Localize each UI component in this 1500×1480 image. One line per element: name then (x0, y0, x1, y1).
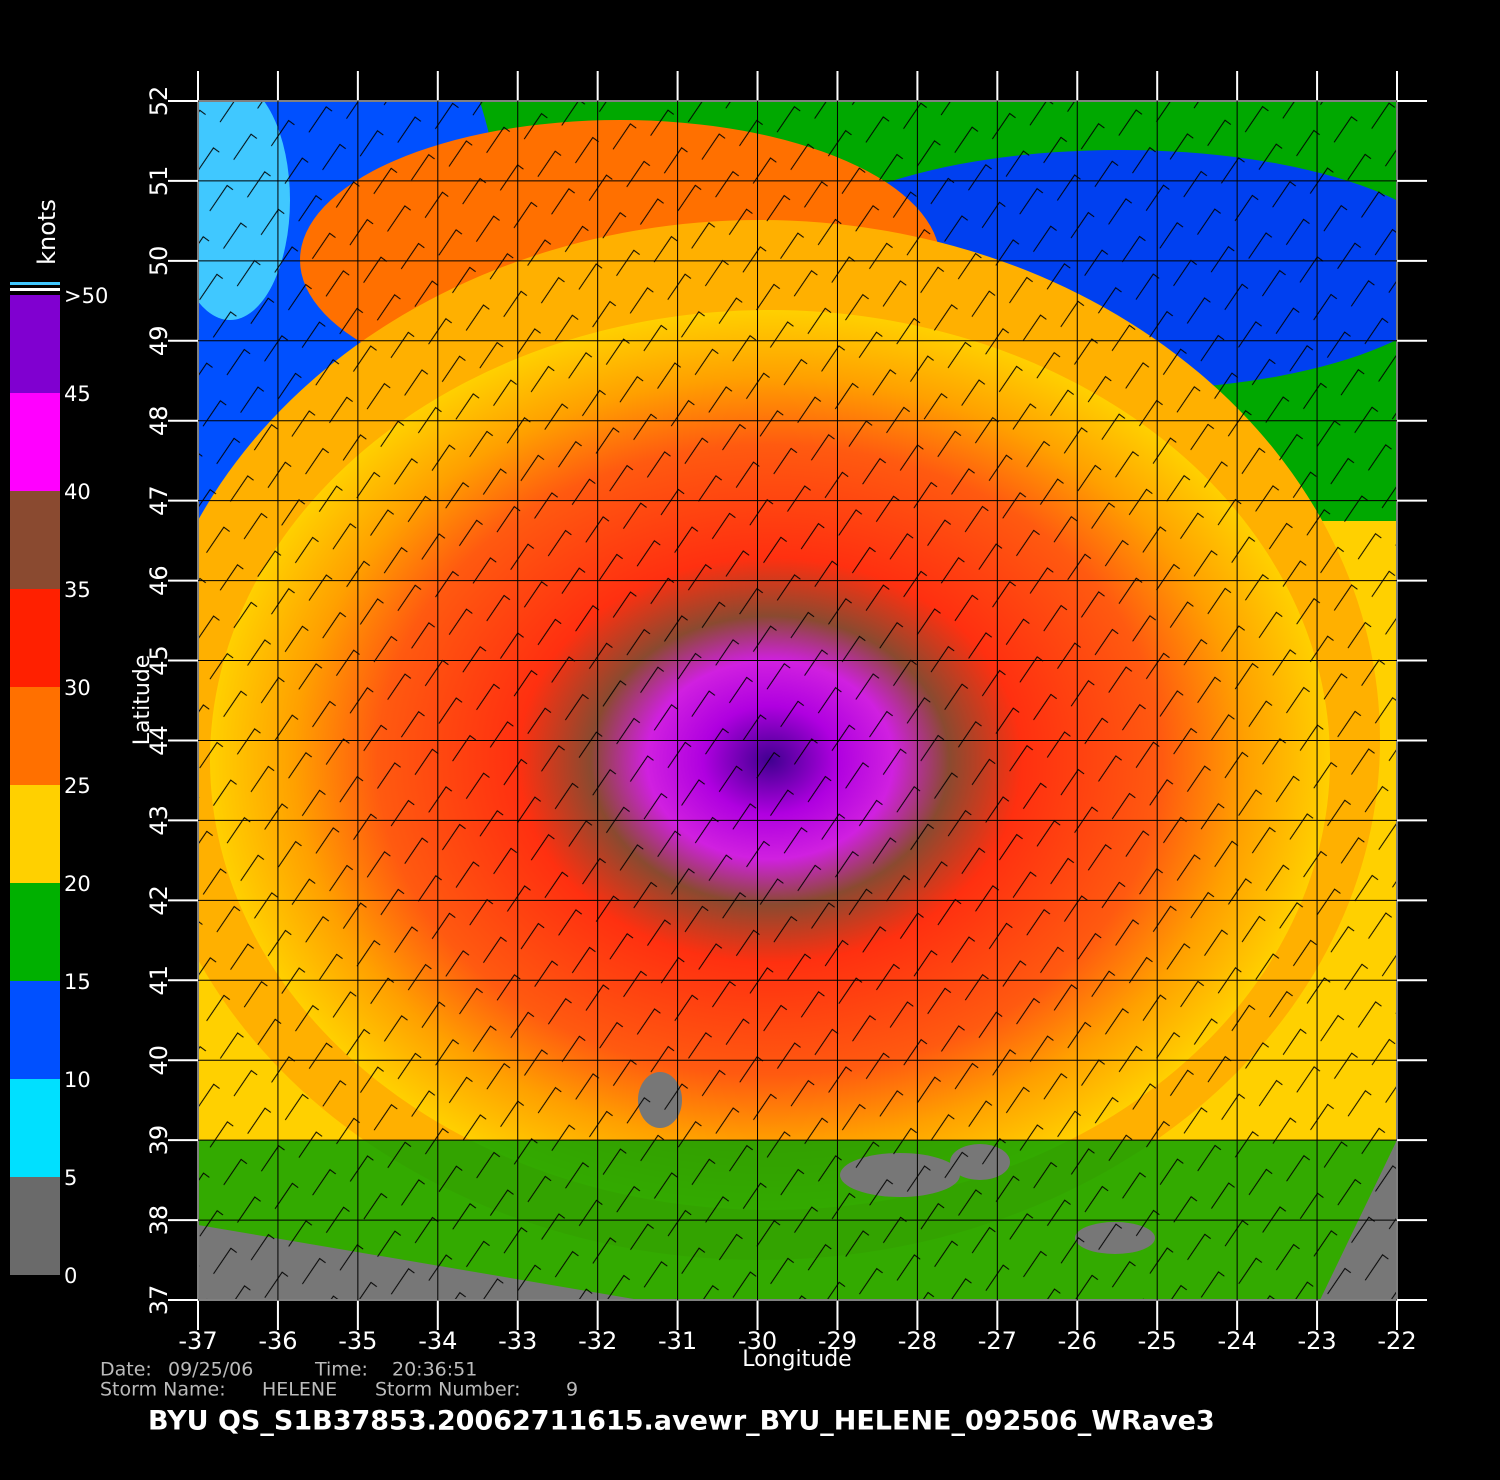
colorbar-segment (10, 1177, 60, 1275)
colorbar-label: 40 (64, 480, 91, 504)
x-tick-label: -30 (738, 1327, 777, 1355)
colorbar-label: 0 (64, 1264, 77, 1288)
colorbar-segment (10, 785, 60, 883)
y-tick-label: 41 (145, 965, 173, 996)
date: 09/25/06 (168, 1359, 253, 1381)
x-tick-label: -36 (258, 1327, 297, 1355)
x-tick-label: -23 (1297, 1327, 1336, 1355)
colorbar-label: 15 (64, 970, 91, 994)
y-tick-label: 47 (145, 485, 173, 516)
colorbar-cap (10, 282, 60, 285)
colorbar-segment (10, 589, 60, 687)
x-tick-label: -33 (498, 1327, 537, 1355)
colorbar-segment (10, 981, 60, 1079)
x-tick-label: -35 (338, 1327, 377, 1355)
colorbar-label: >50 (64, 284, 108, 308)
x-tick-label: -24 (1218, 1327, 1257, 1355)
y-tick-label: 49 (145, 326, 173, 357)
y-tick-label: 46 (145, 565, 173, 596)
colorbar-label: 25 (64, 774, 91, 798)
y-tick-label: 37 (145, 1285, 173, 1316)
x-tick-label: -37 (178, 1327, 217, 1355)
colorbar-segment (10, 295, 60, 393)
x-axis-label: Longitude (742, 1347, 851, 1372)
colorbar-label: 5 (64, 1166, 77, 1190)
colorbar-segment (10, 883, 60, 981)
y-tick-label: 43 (145, 805, 173, 836)
colorbar-label: 20 (64, 872, 91, 896)
colorbar-cap (10, 288, 60, 291)
y-tick-label: 52 (145, 86, 173, 117)
y-tick-label: 38 (145, 1205, 173, 1236)
y-tick-label: 39 (145, 1125, 173, 1156)
storm-name-label: Storm Name: (100, 1379, 226, 1401)
x-tick-label: -34 (418, 1327, 457, 1355)
y-tick-label: 48 (145, 405, 173, 436)
x-tick-label: -27 (978, 1327, 1017, 1355)
x-tick-label: -22 (1377, 1327, 1416, 1355)
x-tick-label: -32 (578, 1327, 617, 1355)
y-tick-label: 45 (145, 645, 173, 676)
x-tick-label: -26 (1058, 1327, 1097, 1355)
storm-number-label: Storm Number: (375, 1379, 521, 1401)
colorbar-title: knots (33, 199, 61, 265)
storm-number: 9 (566, 1379, 578, 1401)
colorbar-segment (10, 393, 60, 491)
colorbar-label: 10 (64, 1068, 91, 1092)
y-axis-label: Latitude (130, 655, 155, 746)
y-tick-label: 51 (145, 166, 173, 197)
x-tick-label: -28 (898, 1327, 937, 1355)
y-tick-label: 40 (145, 1045, 173, 1076)
colorbar-segment (10, 1079, 60, 1177)
storm-name: HELENE (262, 1379, 337, 1401)
date-label: Date: (100, 1359, 152, 1381)
y-tick-label: 50 (145, 246, 173, 277)
x-tick-label: -29 (818, 1327, 857, 1355)
x-tick-label: -31 (658, 1327, 697, 1355)
y-tick-label: 44 (145, 725, 173, 756)
colorbar-label: 45 (64, 382, 91, 406)
colorbar-label: 30 (64, 676, 91, 700)
time: 20:36:51 (392, 1359, 477, 1381)
y-tick-label: 42 (145, 885, 173, 916)
colorbar-segment (10, 687, 60, 785)
x-tick-label: -25 (1138, 1327, 1177, 1355)
time-label: Time: (314, 1359, 368, 1381)
colorbar-label: 35 (64, 578, 91, 602)
colorbar-segment (10, 491, 60, 589)
product-name: BYU QS_S1B37853.20062711615.avewr_BYU_HE… (148, 1406, 1215, 1437)
wind-field (198, 101, 1397, 1300)
